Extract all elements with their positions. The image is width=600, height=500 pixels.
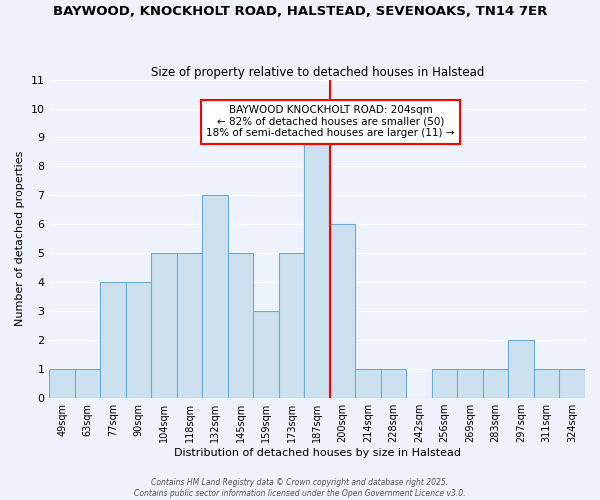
Bar [100, 282, 126, 398]
Bar [228, 253, 253, 398]
Bar [457, 369, 483, 398]
Bar [534, 369, 559, 398]
Bar [355, 369, 381, 398]
Title: Size of property relative to detached houses in Halstead: Size of property relative to detached ho… [151, 66, 484, 78]
Bar [559, 369, 585, 398]
Bar [202, 196, 228, 398]
Bar [151, 253, 177, 398]
Bar [381, 369, 406, 398]
Bar [253, 311, 279, 398]
Bar [483, 369, 508, 398]
Text: BAYWOOD KNOCKHOLT ROAD: 204sqm
← 82% of detached houses are smaller (50)
18% of : BAYWOOD KNOCKHOLT ROAD: 204sqm ← 82% of … [206, 105, 455, 138]
Bar [304, 138, 330, 398]
Bar [279, 253, 304, 398]
Text: Contains HM Land Registry data © Crown copyright and database right 2025.
Contai: Contains HM Land Registry data © Crown c… [134, 478, 466, 498]
Bar [75, 369, 100, 398]
Text: BAYWOOD, KNOCKHOLT ROAD, HALSTEAD, SEVENOAKS, TN14 7ER: BAYWOOD, KNOCKHOLT ROAD, HALSTEAD, SEVEN… [53, 5, 547, 18]
Bar [126, 282, 151, 398]
Y-axis label: Number of detached properties: Number of detached properties [15, 151, 25, 326]
Bar [177, 253, 202, 398]
X-axis label: Distribution of detached houses by size in Halstead: Distribution of detached houses by size … [174, 448, 461, 458]
Bar [432, 369, 457, 398]
Bar [508, 340, 534, 398]
Bar [49, 369, 75, 398]
Bar [330, 224, 355, 398]
